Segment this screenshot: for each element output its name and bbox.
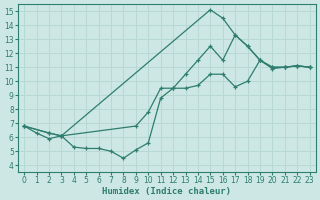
X-axis label: Humidex (Indice chaleur): Humidex (Indice chaleur) (102, 187, 231, 196)
